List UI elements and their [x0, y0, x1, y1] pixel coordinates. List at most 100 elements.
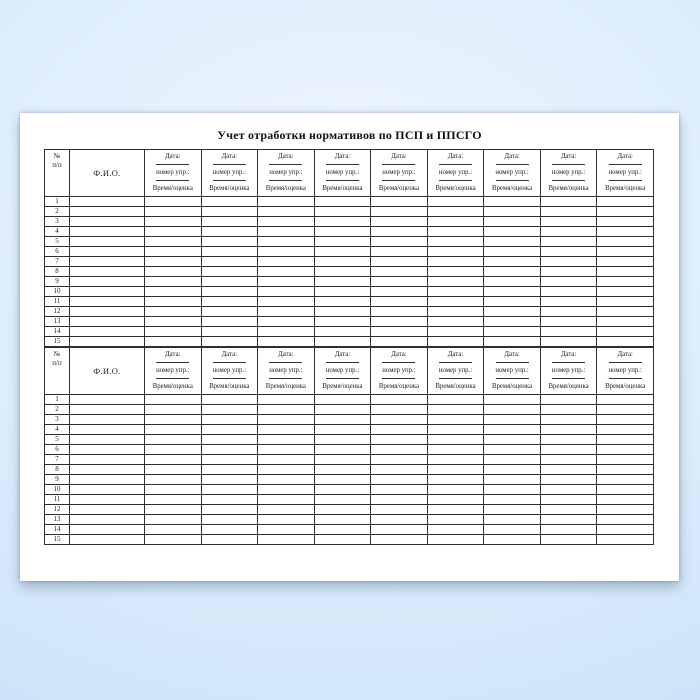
session-cell: [483, 206, 541, 217]
session-cell: [539, 404, 598, 415]
session-column-header: Дата: номер упр.: Время/оценка: [539, 347, 598, 395]
result-label: Время/оценка: [605, 382, 646, 390]
result-label: Время/оценка: [152, 184, 193, 192]
session-cell: [200, 444, 259, 455]
date-label: Дата:: [221, 351, 238, 358]
date-blank-line: [156, 362, 190, 364]
session-column-header: Дата: номер упр.: Время/оценка: [596, 149, 654, 197]
session-cell: [370, 434, 428, 445]
session-cell: [426, 414, 485, 425]
session-cell: [596, 504, 654, 515]
session-cell: [539, 226, 598, 237]
session-cell: [144, 266, 202, 277]
row-number-cell: 14: [44, 524, 70, 535]
exercise-label: номер упр.:: [269, 366, 303, 374]
session-cell: [539, 336, 598, 347]
result-label: Время/оценка: [152, 382, 193, 390]
date-blank-line: [212, 362, 246, 364]
date-blank-line: [382, 164, 416, 166]
date-blank-line: [608, 362, 642, 364]
session-cell: [483, 196, 541, 207]
exercise-blank-line: [156, 377, 190, 379]
exercise-label: номер упр.:: [495, 168, 529, 176]
session-cell: [200, 216, 259, 227]
session-cell: [370, 226, 428, 237]
name-cell: [69, 524, 145, 535]
session-cell: [539, 414, 598, 425]
result-label: Время/оценка: [605, 184, 646, 192]
session-cell: [144, 286, 202, 297]
session-cell: [370, 276, 428, 287]
session-cell: [370, 316, 428, 327]
session-cell: [257, 524, 315, 535]
session-cell: [200, 226, 259, 237]
date-label: Дата:: [165, 153, 181, 160]
session-cell: [144, 394, 202, 405]
table-row: 9: [44, 474, 654, 485]
session-cell: [596, 226, 654, 237]
session-cell: [483, 454, 541, 465]
exercise-label: номер упр.:: [608, 168, 642, 176]
session-header-content: Дата: номер упр.: Время/оценка: [259, 349, 314, 394]
session-cell: [539, 444, 598, 455]
name-cell: [69, 474, 145, 485]
row-number-cell: 10: [44, 286, 70, 297]
session-cell: [483, 266, 541, 277]
session-cell: [144, 534, 202, 545]
session-cell: [257, 316, 315, 327]
exercise-label: номер упр.:: [382, 168, 416, 176]
session-cell: [539, 316, 598, 327]
session-cell: [144, 196, 202, 207]
exercise-blank-line: [269, 179, 303, 181]
date-blank-line: [495, 164, 529, 166]
exercise-label: номер упр.:: [269, 168, 303, 176]
exercise-blank-line: [439, 377, 472, 379]
number-column-header: № п/п: [44, 347, 70, 395]
table-row: 10: [44, 286, 654, 297]
session-header-content: Дата: номер упр.: Время/оценка: [541, 349, 596, 394]
session-cell: [257, 514, 315, 525]
row-number-cell: 6: [44, 444, 70, 455]
name-cell: [69, 306, 145, 317]
session-cell: [539, 464, 598, 475]
session-cell: [426, 286, 485, 297]
session-cell: [144, 414, 202, 425]
session-cell: [370, 306, 428, 317]
session-cell: [596, 444, 654, 455]
session-cell: [144, 464, 202, 475]
session-column-header: Дата: номер упр.: Время/оценка: [313, 149, 372, 197]
session-cell: [426, 534, 485, 545]
name-cell: [69, 216, 145, 227]
row-number-cell: 4: [44, 226, 70, 237]
session-cell: [539, 504, 598, 515]
session-cell: [596, 216, 654, 227]
result-label: Время/оценка: [435, 382, 476, 390]
session-cell: [257, 484, 315, 495]
session-cell: [257, 296, 315, 307]
table-header-row: № п/п Ф.И.О. Дата: номер упр.: Время/оценка Да…: [44, 347, 654, 395]
session-cell: [426, 464, 485, 475]
session-cell: [313, 246, 372, 257]
row-number-cell: 12: [44, 504, 70, 515]
session-cell: [257, 444, 315, 455]
session-cell: [370, 454, 428, 465]
session-cell: [200, 296, 259, 307]
session-cell: [257, 494, 315, 505]
session-header-content: Дата: номер упр.: Время/оценка: [598, 151, 653, 196]
result-label: Время/оценка: [548, 184, 589, 192]
exercise-label: номер упр.:: [551, 366, 586, 374]
table-row: 1: [44, 196, 654, 207]
name-cell: [69, 514, 145, 525]
session-cell: [426, 454, 485, 465]
session-cell: [370, 256, 428, 267]
session-cell: [483, 414, 541, 425]
name-cell: [69, 464, 145, 475]
date-label: Дата:: [391, 351, 407, 358]
name-cell: [69, 266, 145, 277]
result-label: Время/оценка: [209, 382, 250, 390]
session-cell: [200, 206, 259, 217]
date-label: Дата:: [278, 351, 294, 358]
table-row: 3: [44, 414, 654, 425]
session-cell: [144, 424, 202, 435]
date-blank-line: [608, 164, 642, 166]
